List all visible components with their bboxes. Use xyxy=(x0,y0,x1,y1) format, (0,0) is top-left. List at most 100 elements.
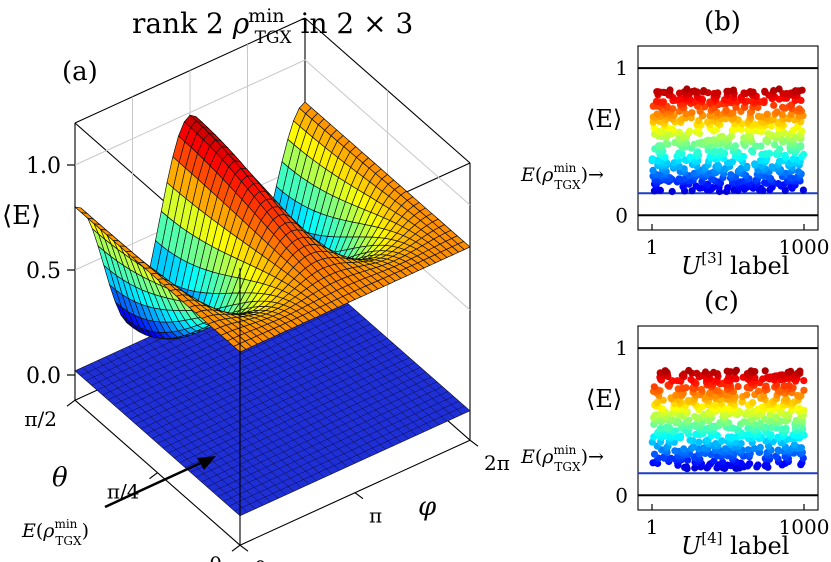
scatter-point xyxy=(743,391,751,399)
theta-tick xyxy=(66,399,76,407)
scatter-point xyxy=(729,86,738,94)
scatter-point xyxy=(714,89,722,97)
scatter-point xyxy=(767,122,775,130)
plane-mesh xyxy=(151,335,317,481)
scatter-point xyxy=(694,148,702,156)
scatter-point xyxy=(671,427,680,435)
scatter-point xyxy=(767,416,775,424)
phi-tick-label: π xyxy=(369,504,382,528)
scatter-point xyxy=(710,368,718,376)
z-ticks: 0.0 0.5 1.0 xyxy=(26,154,75,389)
scatter-point xyxy=(787,367,795,375)
theta-tick xyxy=(231,544,241,552)
scatter-point xyxy=(695,117,703,125)
scatter-point xyxy=(790,441,799,449)
scatter-point xyxy=(768,163,776,171)
scatter-point xyxy=(774,130,782,138)
x-tick-label: 1000 xyxy=(779,235,830,259)
scatter-point xyxy=(677,432,685,440)
z-axis-label: ⟨E⟩ xyxy=(2,201,41,231)
plane-mesh xyxy=(174,325,340,471)
panel-b-points xyxy=(648,85,808,196)
scatter-point xyxy=(760,415,769,423)
panel-c-min-label: E(ρmin TGX)→ xyxy=(520,443,604,474)
scatter-point xyxy=(744,446,752,454)
scatter-point xyxy=(760,97,768,105)
scatter-point xyxy=(724,184,732,192)
scatter-point xyxy=(653,398,662,406)
scatter-point xyxy=(653,110,661,118)
plane-mesh xyxy=(189,318,356,464)
scatter-point xyxy=(731,374,739,382)
scatter-point xyxy=(718,437,726,445)
phi-ticks: 0 π 2π xyxy=(239,439,510,562)
scatter-point xyxy=(686,436,694,444)
panel-b: (b) 101 1000 ⟨E⟩ E(ρmin TGX)→ U[3] label xyxy=(520,7,829,280)
plane-mesh xyxy=(182,321,348,467)
scatter-point xyxy=(680,445,688,453)
scatter-point xyxy=(731,393,739,401)
scatter-point xyxy=(766,149,774,157)
scatter-point xyxy=(653,88,661,96)
plane-mesh xyxy=(166,328,333,474)
scatter-point xyxy=(723,367,731,375)
scatter-point xyxy=(769,115,777,124)
panel-c-hlines xyxy=(638,347,818,497)
scatter-point xyxy=(650,383,658,391)
scatter-point xyxy=(734,382,742,391)
scatter-point xyxy=(727,132,736,140)
scatter-point xyxy=(659,98,668,106)
scatter-point xyxy=(795,404,803,412)
scatter-point xyxy=(774,180,782,188)
scatter-point xyxy=(710,136,718,144)
panel-c-label: (c) xyxy=(704,287,739,317)
z-tick-label: 1.0 xyxy=(26,154,61,179)
scatter-point xyxy=(780,129,788,137)
scatter-point xyxy=(761,367,769,375)
scatter-point xyxy=(754,112,763,120)
scatter-point xyxy=(719,458,727,466)
scatter-point xyxy=(682,384,690,392)
plane-mesh xyxy=(120,349,287,495)
scatter-point xyxy=(684,456,692,464)
scatter-point xyxy=(731,142,740,150)
scatter-point xyxy=(675,149,683,157)
scatter-point xyxy=(723,87,731,95)
phi-axis-label: φ xyxy=(418,492,437,522)
scatter-point xyxy=(800,150,808,158)
plane-annotation: E(ρmin TGX) xyxy=(21,456,216,548)
scatter-point xyxy=(798,86,806,94)
scatter-point xyxy=(756,443,764,451)
scatter-point xyxy=(721,445,730,453)
scatter-point xyxy=(800,386,808,394)
scatter-point xyxy=(743,162,751,170)
scatter-point xyxy=(771,141,779,149)
phi-tick xyxy=(354,492,364,500)
scatter-point xyxy=(711,401,719,409)
scatter-point xyxy=(779,103,787,111)
scatter-point xyxy=(738,398,746,406)
scatter-point xyxy=(796,367,804,375)
scatter-point xyxy=(659,396,667,404)
scatter-point xyxy=(673,377,682,385)
plane-mesh xyxy=(105,356,271,502)
y-tick-label: 1 xyxy=(615,56,628,80)
scatter-point xyxy=(750,444,758,453)
plane-mesh xyxy=(159,332,325,478)
scatter-point xyxy=(675,162,684,170)
scatter-point xyxy=(800,377,808,385)
y-tick-label: 0 xyxy=(615,203,628,227)
scatter-point xyxy=(704,136,712,144)
scatter-point xyxy=(712,440,720,448)
scatter-point xyxy=(793,123,802,131)
scatter-point xyxy=(757,184,765,192)
panel-c: (c) 101 1000 ⟨E⟩ E(ρmin TGX)→ U[4] label xyxy=(520,287,829,560)
scatter-point xyxy=(781,151,789,159)
scatter-point xyxy=(746,88,754,96)
panel-b-ticks: 101 1000 xyxy=(615,56,829,259)
scatter-point xyxy=(698,403,706,411)
scatter-point xyxy=(675,128,683,136)
x-tick-label: 1 xyxy=(646,235,659,259)
panel-b-xlabel: U[3] label xyxy=(681,249,789,280)
